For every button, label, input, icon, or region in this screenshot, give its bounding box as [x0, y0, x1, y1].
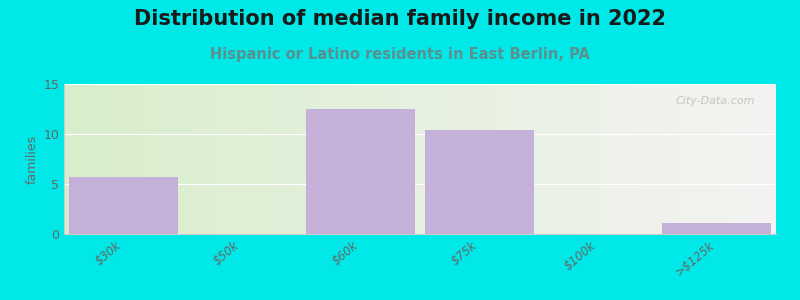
Text: Distribution of median family income in 2022: Distribution of median family income in …	[134, 9, 666, 29]
Bar	[69, 177, 178, 234]
Bar	[425, 130, 534, 234]
Bar	[662, 223, 771, 234]
Text: Hispanic or Latino residents in East Berlin, PA: Hispanic or Latino residents in East Ber…	[210, 46, 590, 62]
Y-axis label: families: families	[26, 134, 39, 184]
Text: City-Data.com: City-Data.com	[675, 96, 754, 106]
Bar	[306, 109, 415, 234]
